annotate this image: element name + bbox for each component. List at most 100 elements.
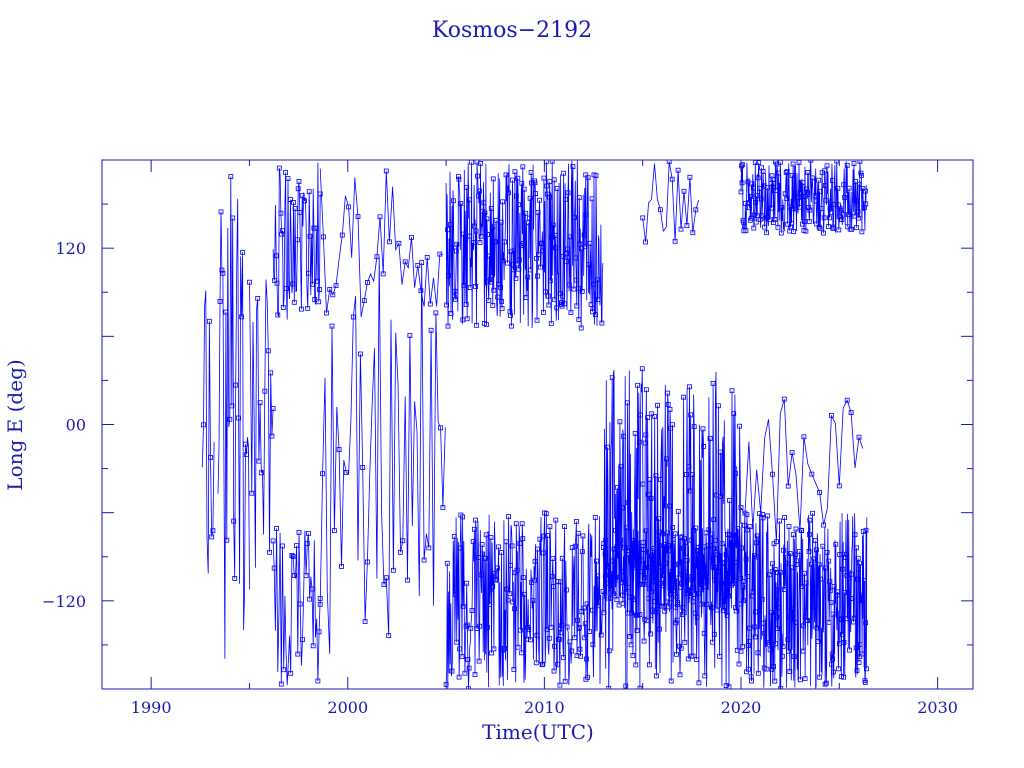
data-point [605,444,610,450]
data-point [600,589,606,594]
data-point [500,199,506,205]
data-point [821,215,827,221]
data-point [283,286,289,291]
data-point [516,257,522,263]
data-point [475,173,480,179]
data-point [771,180,777,186]
data-point [498,284,504,290]
data-point [864,666,869,672]
data-point [824,550,830,555]
data-point [748,215,754,221]
data-point [837,552,843,557]
data-point [807,517,813,523]
data-point [639,582,645,587]
data-point [712,577,717,583]
series-markers [201,160,869,689]
data-point [828,209,834,215]
data-point [660,576,666,582]
data-point [729,388,735,394]
data-point [456,674,462,680]
data-point [453,248,459,254]
data-point [532,558,538,564]
data-point [563,251,569,257]
data-point [493,217,499,223]
data-point [460,514,466,520]
data-point [585,674,590,680]
data-point [689,577,695,583]
data-point [806,204,812,210]
data-point [444,560,450,566]
data-point [551,177,557,183]
data-point [829,412,834,418]
data-point [575,617,580,623]
data-point [574,519,579,524]
data-point [730,564,736,570]
data-point [303,573,309,578]
data-point [716,403,721,409]
data-point [732,577,738,583]
data-point [812,193,818,199]
data-point [330,292,336,298]
data-point [346,204,352,210]
data-point [733,608,739,614]
data-point [746,199,751,205]
data-point [569,545,575,550]
data-point [421,557,427,563]
data-point [524,636,530,642]
data-point [674,575,679,581]
data-point [484,216,490,222]
data-point [675,167,681,173]
data-point [709,531,715,537]
data-point [231,518,237,524]
data-point [812,538,818,543]
data-point [801,434,807,440]
data-point [627,634,633,639]
data-point [360,465,366,470]
data-point [835,589,841,595]
data-point [377,214,383,220]
data-point [480,551,486,557]
data-point [519,180,525,186]
data-point [816,562,822,568]
data-point [316,629,322,635]
data-point [496,544,502,550]
data-point [655,402,660,408]
data-point [641,638,647,644]
data-point [590,305,596,311]
data-point [289,553,295,558]
data-point [841,640,847,645]
data-point [647,477,653,483]
data-point [331,528,337,533]
data-point [546,194,552,200]
data-point [557,682,563,688]
data-point [541,309,546,315]
data-point [474,160,480,165]
x-tick-label: 1990 [131,698,172,717]
data-point [740,644,745,649]
data-point [541,533,547,539]
data-point [364,279,370,285]
data-point [490,176,496,182]
data-point [662,542,668,547]
data-point [585,175,591,181]
data-point [567,282,572,288]
data-point [674,617,680,623]
data-point [665,401,671,407]
data-point [306,189,312,195]
data-point [583,212,589,218]
data-point [761,620,766,626]
data-point [697,577,703,583]
data-point [573,277,579,283]
data-point [786,648,791,654]
data-point [472,672,478,677]
data-point [860,186,866,191]
data-point [743,200,748,206]
data-point [849,226,854,232]
data-point [606,580,611,586]
data-point [648,495,654,501]
data-point [217,298,223,304]
data-point [720,561,725,567]
data-point [281,667,287,673]
data-point [643,239,648,245]
data-point [810,510,815,516]
